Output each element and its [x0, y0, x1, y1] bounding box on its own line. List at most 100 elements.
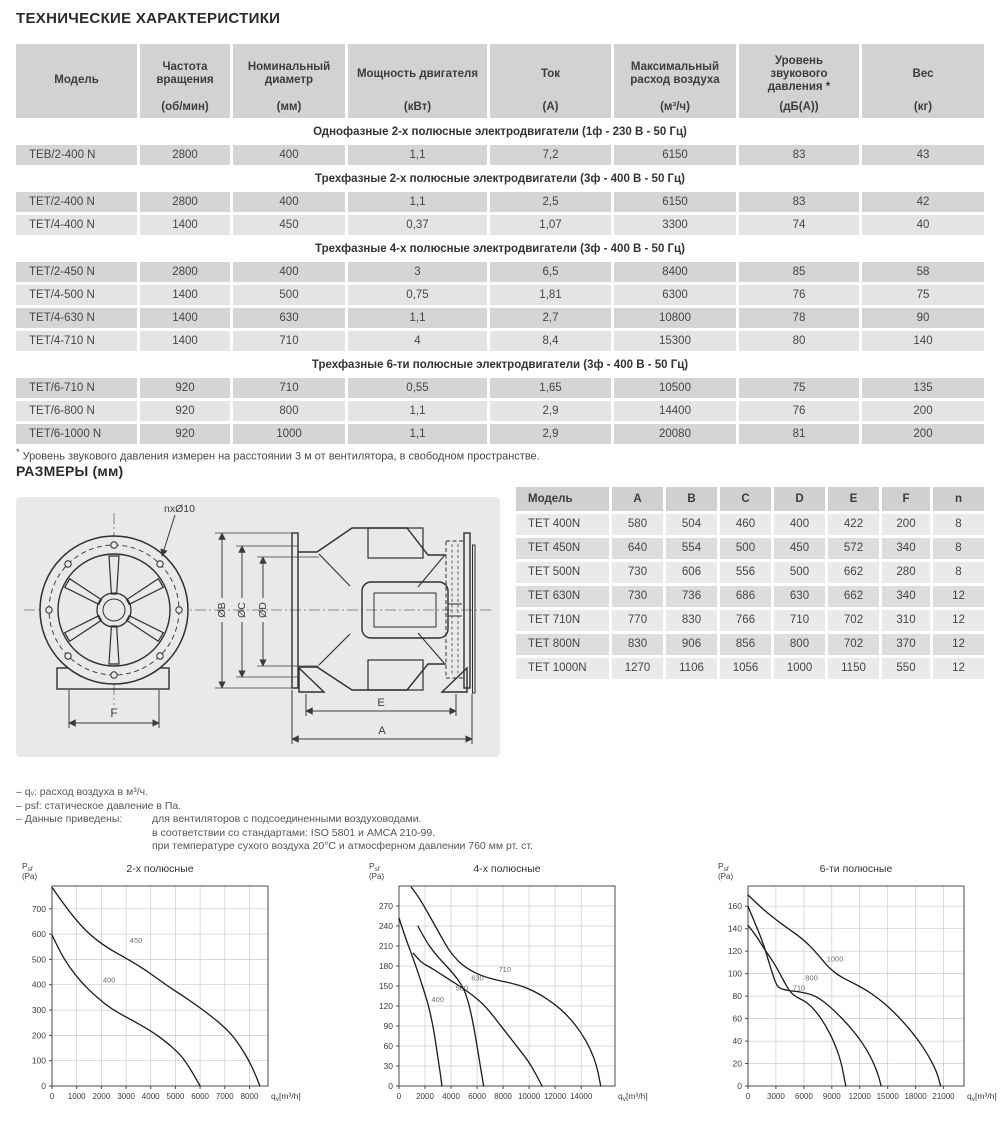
- chart-text: 2000: [93, 1092, 111, 1101]
- specs-cell: 76: [739, 401, 859, 421]
- dims-cell: 280: [882, 562, 930, 583]
- specs-model-cell: TET/4-630 N: [16, 308, 137, 328]
- chart-text: 90: [384, 1021, 394, 1031]
- dims-cell: 500: [720, 538, 771, 559]
- chart-text: 40: [733, 1036, 743, 1046]
- plot-border: [51, 885, 269, 1087]
- note-line: – psf: статическое давление в Па.: [16, 799, 182, 812]
- specs-cell: 78: [739, 308, 859, 328]
- dims-cell: 550: [882, 658, 930, 679]
- specs-section-title: Трехфазные 6-ти полюсные электродвигател…: [16, 354, 984, 375]
- chart-text: 3000: [767, 1092, 785, 1101]
- specs-model-cell: TET/4-710 N: [16, 331, 137, 351]
- dims-cell: 500: [774, 562, 825, 583]
- curve-500: [417, 925, 485, 1087]
- specs-cell: 43: [862, 145, 984, 165]
- specs-column-unit: (А): [542, 101, 559, 113]
- chart-text: 100: [32, 1056, 46, 1066]
- dims-cell: 1056: [720, 658, 771, 679]
- top-mount-box: [367, 527, 424, 559]
- dims-cell: 856: [720, 634, 771, 655]
- specs-cell: 1400: [140, 308, 230, 328]
- specs-cell: 83: [739, 145, 859, 165]
- note-subline: в соответствии со стандартами: ISO 5801 …: [152, 826, 436, 839]
- chart-text: 210: [379, 941, 393, 951]
- motor-body: [361, 581, 449, 639]
- specs-cell: 140: [862, 331, 984, 351]
- note-line-label: – Данные приведены:: [16, 813, 123, 825]
- specs-section-title: Трехфазные 2-х полюсные электродвигатели…: [16, 168, 984, 189]
- chart-text: 21000: [932, 1092, 955, 1101]
- dims-cell: 830: [612, 634, 663, 655]
- specs-cell: 10800: [614, 308, 736, 328]
- chart-text: 270: [379, 901, 393, 911]
- specs-cell: 135: [862, 378, 984, 398]
- dims-cell: 422: [828, 514, 879, 535]
- dims-cell: 662: [828, 586, 879, 607]
- dims-cell: 556: [720, 562, 771, 583]
- bolt-hole: [64, 652, 72, 660]
- chart-text: 240: [379, 921, 393, 931]
- fan-front-view: [39, 535, 189, 690]
- fairing-line: [417, 632, 445, 664]
- bolt-hole: [64, 560, 72, 568]
- specs-column-title: Уровень звукового давления *: [767, 54, 831, 93]
- chart-text: 9000: [823, 1092, 841, 1101]
- fairing-line: [417, 555, 445, 588]
- specs-column-unit: [16, 113, 137, 118]
- curve-710: [410, 886, 602, 1087]
- plot-border: [747, 885, 965, 1087]
- specs-model-cell: TET/4-400 N: [16, 215, 137, 235]
- chart-6-pole: 0 3000 6000 9000 12000 15000 18000 21000 0 20 40 60…: [704, 855, 1000, 1119]
- blade-section: [445, 540, 465, 679]
- specs-cell: 74: [739, 215, 859, 235]
- specs-table: Модель Частота вращения (об/мин) Номинальны…: [16, 44, 984, 444]
- dims-cell: 1000: [774, 658, 825, 679]
- dims-cell: 450: [774, 538, 825, 559]
- specs-cell: 0,75: [348, 285, 487, 305]
- dims-cell: 662: [828, 562, 879, 583]
- footnote-text: Уровень звукового давления измерен на ра…: [19, 450, 540, 463]
- curve-label-1000: 1000: [827, 954, 844, 963]
- dims-cell: 8: [933, 538, 984, 559]
- specs-column-title: Мощность двигателя: [356, 67, 479, 80]
- dims-cell: 310: [882, 610, 930, 631]
- dims-cell: 702: [828, 610, 879, 631]
- specs-cell: 40: [862, 215, 984, 235]
- chart-text: 60: [733, 1014, 743, 1024]
- chart-text: 0: [746, 1092, 751, 1101]
- chart-text: 7000: [216, 1092, 234, 1101]
- hub-inner: [102, 598, 126, 622]
- specs-column-header: Номинальный диаметр (мм): [233, 44, 345, 118]
- dims-cell: 12: [933, 634, 984, 655]
- dim-e-label: E: [377, 697, 384, 709]
- specs-cell: 2,9: [490, 424, 611, 444]
- specs-cell: 1,1: [348, 401, 487, 421]
- specs-cell: 6150: [614, 192, 736, 212]
- specs-column-title: Ток: [540, 67, 561, 80]
- dimension-lines: [68, 514, 473, 744]
- specs-cell: 2800: [140, 145, 230, 165]
- chart-text: 1000: [68, 1092, 86, 1101]
- specs-cell: 800: [233, 401, 345, 421]
- holes-count-label: nxØ10: [164, 503, 195, 515]
- chart-text: 4000: [442, 1092, 460, 1101]
- flange-ring: [39, 535, 189, 685]
- dims-cell: 736: [666, 586, 717, 607]
- chart-text: 4000: [142, 1092, 160, 1101]
- bottom-mount-box: [367, 659, 424, 691]
- chart-text: 5000: [167, 1092, 185, 1101]
- specs-cell: 1,1: [348, 145, 487, 165]
- dims-cell: 12: [933, 610, 984, 631]
- specs-model-cell: TET/2-400 N: [16, 192, 137, 212]
- mating-flange: [472, 544, 476, 694]
- specs-cell: 58: [862, 262, 984, 282]
- chart-text: 10000: [518, 1092, 541, 1101]
- chart-text: 100: [728, 969, 742, 979]
- bolt-hole: [175, 606, 183, 614]
- specs-cell: 1400: [140, 285, 230, 305]
- dims-column-header: D: [774, 487, 825, 511]
- curve-800: [747, 905, 882, 1087]
- specs-cell: 75: [739, 378, 859, 398]
